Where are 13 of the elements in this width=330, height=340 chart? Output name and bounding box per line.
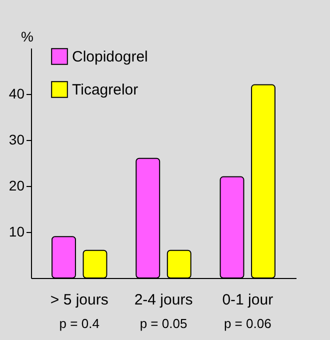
y-tick-label: 40 [8,86,25,102]
legend-label: Clopidogrel [72,48,148,66]
text: p = 0.4 [59,316,100,331]
x-tick-label: 0-1 jour [222,292,274,308]
x-tick-label: > 5 jours [50,292,108,308]
y-tick-label: 30 [8,132,25,148]
legend-label: Ticagrelor [72,82,138,98]
text: p = 0.05 [140,316,188,331]
y-tick-label: 10 [8,224,25,240]
y-tick-label: 20 [8,178,25,194]
text: p = 0.06 [224,316,272,331]
x-tick-label: 2-4 jours [134,292,193,308]
y-axis-title: % [21,28,34,44]
